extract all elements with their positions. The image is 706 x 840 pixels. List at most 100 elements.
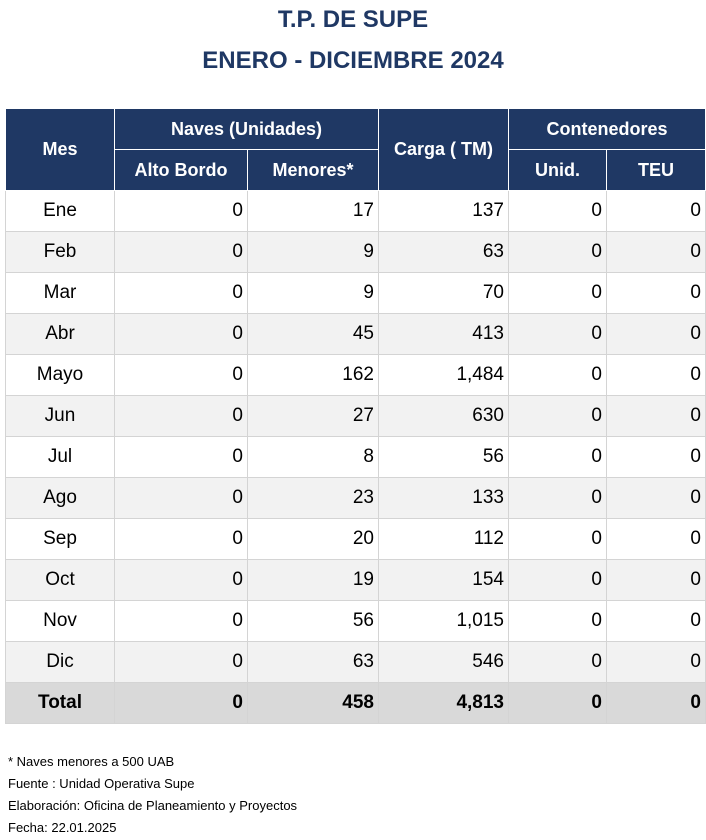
cell-mes: Jul (5, 436, 115, 478)
cell-menores: 27 (247, 395, 379, 437)
cell-mes: Nov (5, 600, 115, 642)
cell-mes: Ago (5, 477, 115, 519)
table-row: Jun 0 27 630 0 0 (5, 395, 706, 437)
cell-teu: 0 (606, 272, 706, 314)
cell-unid: 0 (508, 518, 607, 560)
header-naves: Naves (Unidades) (114, 108, 379, 150)
cell-teu: 0 (606, 559, 706, 601)
table-row: Oct 0 19 154 0 0 (5, 559, 706, 601)
cell-mes: Ene (5, 190, 115, 232)
table-row: Mar 0 9 70 0 0 (5, 272, 706, 314)
cell-unid: 0 (508, 641, 607, 683)
header-mes: Mes (5, 108, 115, 191)
header-teu: TEU (606, 149, 706, 191)
cell-alto-bordo: 0 (114, 354, 248, 396)
cell-menores: 23 (247, 477, 379, 519)
cell-carga: 1,484 (378, 354, 509, 396)
cell-unid: 0 (508, 559, 607, 601)
footnote-date: Fecha: 22.01.2025 (8, 820, 117, 835)
cell-carga: 546 (378, 641, 509, 683)
total-cell-carga: 4,813 (378, 682, 509, 724)
cell-menores: 19 (247, 559, 379, 601)
cell-mes: Sep (5, 518, 115, 560)
cell-unid: 0 (508, 395, 607, 437)
cell-alto-bordo: 0 (114, 641, 248, 683)
cell-alto-bordo: 0 (114, 559, 248, 601)
cell-unid: 0 (508, 477, 607, 519)
cell-carga: 1,015 (378, 600, 509, 642)
cell-mes: Abr (5, 313, 115, 355)
header-contenedores: Contenedores (508, 108, 706, 150)
header-carga: Carga ( TM) (378, 108, 509, 191)
cell-alto-bordo: 0 (114, 436, 248, 478)
cell-teu: 0 (606, 518, 706, 560)
cell-alto-bordo: 0 (114, 313, 248, 355)
total-row: Total 0 458 4,813 0 0 (5, 682, 706, 724)
cell-alto-bordo: 0 (114, 395, 248, 437)
cell-teu: 0 (606, 600, 706, 642)
cell-alto-bordo: 0 (114, 190, 248, 232)
cell-carga: 63 (378, 231, 509, 273)
cell-unid: 0 (508, 600, 607, 642)
cell-mes: Oct (5, 559, 115, 601)
cell-menores: 63 (247, 641, 379, 683)
cell-carga: 133 (378, 477, 509, 519)
total-cell-teu: 0 (606, 682, 706, 724)
cell-alto-bordo: 0 (114, 518, 248, 560)
cell-carga: 112 (378, 518, 509, 560)
total-cell-unid: 0 (508, 682, 607, 724)
cell-mes: Mar (5, 272, 115, 314)
total-cell-menores: 458 (247, 682, 379, 724)
cell-carga: 154 (378, 559, 509, 601)
cell-menores: 9 (247, 231, 379, 273)
cell-unid: 0 (508, 354, 607, 396)
report-title: T.P. DE SUPE (277, 6, 429, 33)
cell-alto-bordo: 0 (114, 231, 248, 273)
table-row: Mayo 0 162 1,484 0 0 (5, 354, 706, 396)
cell-teu: 0 (606, 641, 706, 683)
cell-teu: 0 (606, 354, 706, 396)
footnote-naves-menores: * Naves menores a 500 UAB (8, 754, 175, 769)
cell-carga: 413 (378, 313, 509, 355)
table-row: Ago 0 23 133 0 0 (5, 477, 706, 519)
cell-carga: 137 (378, 190, 509, 232)
cell-teu: 0 (606, 395, 706, 437)
cell-teu: 0 (606, 436, 706, 478)
cell-unid: 0 (508, 231, 607, 273)
footnotes: * Naves menores a 500 UAB Fuente : Unida… (8, 751, 297, 839)
total-cell-mes: Total (5, 682, 115, 724)
cell-unid: 0 (508, 190, 607, 232)
cell-mes: Feb (5, 231, 115, 273)
cell-teu: 0 (606, 231, 706, 273)
cell-menores: 8 (247, 436, 379, 478)
cell-unid: 0 (508, 436, 607, 478)
cell-teu: 0 (606, 190, 706, 232)
cell-carga: 70 (378, 272, 509, 314)
footnote-source: Fuente : Unidad Operativa Supe (8, 776, 195, 791)
table-row: Sep 0 20 112 0 0 (5, 518, 706, 560)
table-row: Jul 0 8 56 0 0 (5, 436, 706, 478)
cell-menores: 162 (247, 354, 379, 396)
cell-alto-bordo: 0 (114, 477, 248, 519)
cell-unid: 0 (508, 272, 607, 314)
table-row: Feb 0 9 63 0 0 (5, 231, 706, 273)
cell-alto-bordo: 0 (114, 600, 248, 642)
report-period: ENERO - DICIEMBRE 2024 (202, 47, 504, 74)
table-row: Nov 0 56 1,015 0 0 (5, 600, 706, 642)
cell-carga: 56 (378, 436, 509, 478)
cell-mes: Dic (5, 641, 115, 683)
header-menores: Menores* (247, 149, 379, 191)
cell-teu: 0 (606, 313, 706, 355)
cell-mes: Jun (5, 395, 115, 437)
footnote-elaboration: Elaboración: Oficina de Planeamiento y P… (8, 798, 298, 813)
cell-carga: 630 (378, 395, 509, 437)
cell-unid: 0 (508, 313, 607, 355)
cell-menores: 20 (247, 518, 379, 560)
cell-mes: Mayo (5, 354, 115, 396)
header-unid: Unid. (508, 149, 607, 191)
table-row: Dic 0 63 546 0 0 (5, 641, 706, 683)
cell-menores: 17 (247, 190, 379, 232)
table-row: Abr 0 45 413 0 0 (5, 313, 706, 355)
statistics-table: Mes Naves (Unidades) Carga ( TM) Contene… (5, 108, 706, 724)
cell-menores: 45 (247, 313, 379, 355)
